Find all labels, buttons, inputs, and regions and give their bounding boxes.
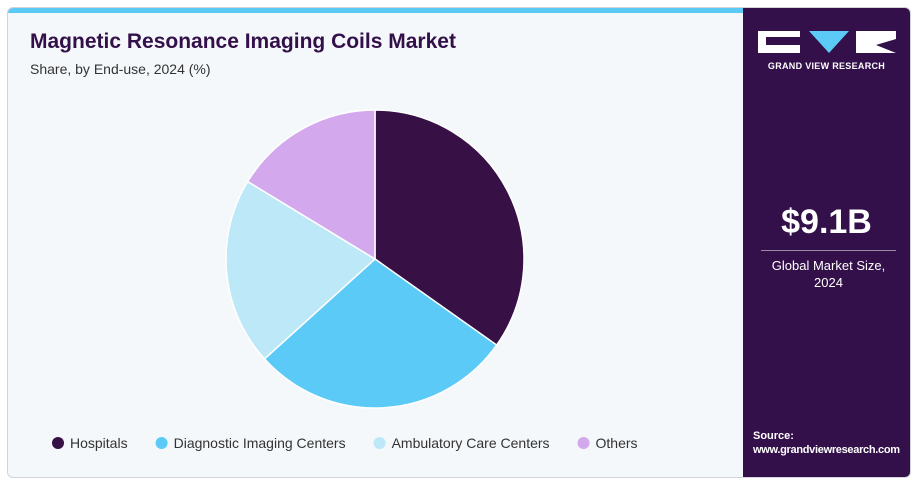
pie-slice xyxy=(263,258,498,409)
sidebar: GRAND VIEW RESEARCH $9.1B Global Market … xyxy=(743,8,910,477)
source: www.grandviewresearch.com xyxy=(753,444,900,456)
market-label: Global Market Size, 2024 xyxy=(761,250,896,291)
legend-label: Diagnostic Imaging Centers xyxy=(174,435,346,451)
legend-marker xyxy=(155,437,168,449)
card: Magnetic Resonance Imaging Coils Market … xyxy=(7,7,911,478)
legend-label: Hospitals xyxy=(70,435,128,451)
pie-slice xyxy=(374,109,525,347)
logo xyxy=(758,31,896,53)
chart-subtitle: Share, by End-use, 2024 (%) xyxy=(30,61,211,77)
legend-marker xyxy=(577,437,590,449)
top-strip xyxy=(8,8,743,13)
market-size: $9.1B xyxy=(781,203,872,241)
legend-marker xyxy=(373,437,386,449)
source-label: Source: xyxy=(753,430,794,442)
legend-marker xyxy=(52,437,64,449)
legend-label: Ambulatory Care Centers xyxy=(392,435,550,451)
brand: GRAND VIEW RESEARCH xyxy=(767,61,886,71)
chart: Magnetic Resonance Imaging Coils Market … xyxy=(8,8,743,451)
pie-slice xyxy=(225,180,377,360)
pie-slice xyxy=(246,109,376,261)
legend-label: Others xyxy=(596,435,638,451)
chart-title: Magnetic Resonance Imaging Coils Market xyxy=(30,30,456,53)
